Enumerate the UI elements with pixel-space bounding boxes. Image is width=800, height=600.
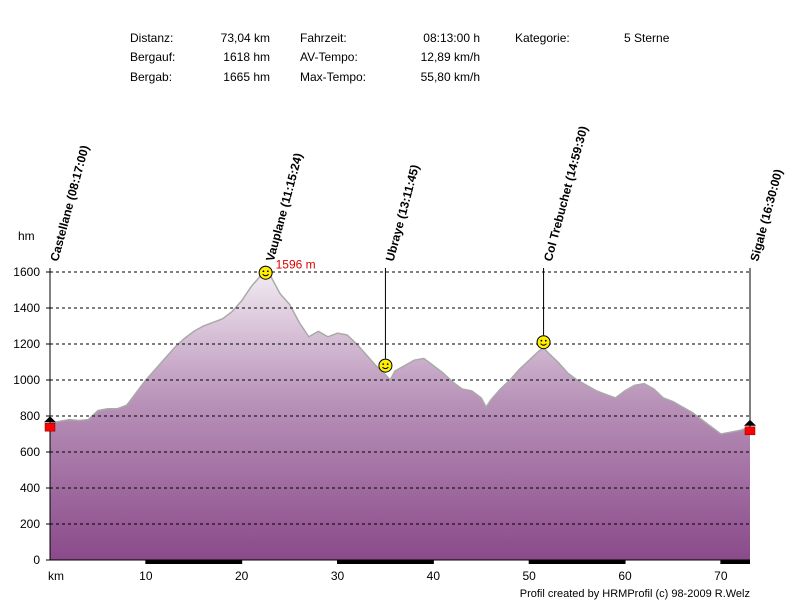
- maxtempo-value: 55,80 km/h: [420, 70, 480, 84]
- credit-text: Profil created by HRMProfil (c) 98-2009 …: [520, 588, 750, 600]
- y-tick-label-1400: 1400: [13, 301, 40, 315]
- flag-marker-icon: [44, 422, 56, 432]
- y-tick-label-600: 600: [20, 445, 40, 459]
- waypoint-label: Ubraye (13:11:45): [383, 163, 422, 263]
- y-tick-label-1600: 1600: [13, 265, 40, 279]
- waypoint-label: Col Trebuchet (14:59:30): [541, 125, 591, 263]
- avtempo-value: 12,89 km/h: [420, 50, 480, 64]
- kategorie-value: 5 Sterne: [624, 31, 670, 45]
- x-scale-segment: [145, 560, 242, 564]
- flag-marker-icon: [744, 426, 756, 436]
- avtempo-label: AV-Tempo:: [300, 50, 358, 64]
- maxtempo-label: Max-Tempo:: [300, 70, 367, 84]
- x-scale-segment: [720, 560, 750, 564]
- bergab-value: 1665 hm: [223, 70, 270, 84]
- waypoint-label: Vauplane (11:15:24): [263, 152, 305, 263]
- tour-stats: Distanz: 73,04 km Bergauf: 1618 hm Berga…: [0, 0, 800, 100]
- bergauf-label: Bergauf:: [130, 50, 176, 64]
- waypoint-0: Castellane (08:17:00): [44, 144, 92, 432]
- distanz-value: 73,04 km: [220, 31, 270, 45]
- y-tick-label-400: 400: [20, 481, 40, 495]
- flag-arrow-icon: [744, 419, 756, 426]
- x-tick-label-20: 20: [235, 569, 249, 583]
- flag-arrow-icon: [44, 416, 56, 423]
- waypoint-2: Ubraye (13:11:45): [378, 163, 422, 373]
- bergab-label: Bergab:: [130, 70, 173, 84]
- y-tick-label-1200: 1200: [13, 337, 40, 351]
- waypoint-label: Castellane (08:17:00): [47, 144, 91, 263]
- x-tick-label-50: 50: [523, 569, 537, 583]
- x-tick-label-10: 10: [139, 569, 153, 583]
- y-tick-label-200: 200: [20, 517, 40, 531]
- x-tick-label-60: 60: [618, 569, 632, 583]
- x-tick-label-70: 70: [714, 569, 728, 583]
- smiley-icon: [258, 265, 273, 280]
- bergauf-value: 1618 hm: [223, 50, 270, 64]
- y-tick-label-0: 0: [33, 553, 40, 567]
- x-scale-segment: [337, 560, 434, 564]
- y-axis-label: hm: [18, 229, 35, 243]
- smiley-icon: [536, 335, 551, 350]
- fahrzeit-label: Fahrzeit:: [300, 31, 347, 45]
- x-axis-label: km: [48, 569, 64, 583]
- distanz-label: Distanz:: [130, 31, 174, 45]
- elevation-line: [49, 271, 751, 435]
- x-tick-label-40: 40: [427, 569, 441, 583]
- x-tick-label-30: 30: [331, 569, 345, 583]
- x-scale-segment: [529, 560, 626, 564]
- smiley-icon: [378, 358, 393, 373]
- fahrzeit-value: 08:13:00 h: [423, 31, 480, 45]
- waypoint-4: Sigale (16:30:00): [744, 168, 785, 436]
- max-elevation-label: 1596 m: [276, 258, 316, 272]
- y-tick-label-800: 800: [20, 409, 40, 423]
- waypoint-3: Col Trebuchet (14:59:30): [536, 125, 591, 350]
- y-tick-label-1000: 1000: [13, 373, 40, 387]
- kategorie-label: Kategorie:: [515, 31, 570, 45]
- waypoint-label: Sigale (16:30:00): [747, 168, 785, 263]
